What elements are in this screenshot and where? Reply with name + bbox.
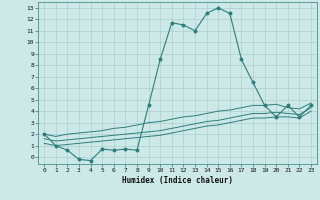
X-axis label: Humidex (Indice chaleur): Humidex (Indice chaleur): [122, 176, 233, 185]
